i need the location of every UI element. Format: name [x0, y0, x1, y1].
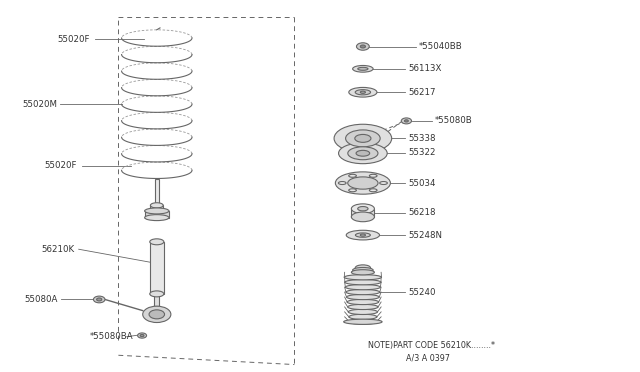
Text: 55080A: 55080A: [24, 295, 58, 304]
Text: 55020F: 55020F: [45, 161, 77, 170]
Ellipse shape: [356, 43, 369, 50]
Ellipse shape: [355, 233, 371, 237]
Bar: [150, 205, 163, 211]
Bar: [155, 179, 159, 208]
Ellipse shape: [349, 314, 377, 320]
Text: *55080B: *55080B: [435, 116, 473, 125]
Ellipse shape: [97, 298, 102, 301]
Ellipse shape: [344, 319, 382, 324]
Ellipse shape: [150, 203, 163, 208]
Text: 56210K: 56210K: [42, 245, 75, 254]
Text: 55248N: 55248N: [408, 231, 442, 240]
Ellipse shape: [348, 177, 378, 189]
Ellipse shape: [334, 124, 392, 153]
Ellipse shape: [369, 174, 377, 177]
Ellipse shape: [145, 215, 169, 221]
Ellipse shape: [140, 334, 144, 337]
Bar: [154, 294, 159, 306]
Ellipse shape: [346, 285, 380, 290]
Ellipse shape: [349, 87, 377, 97]
Text: 55322: 55322: [408, 148, 436, 157]
Text: 55020M: 55020M: [22, 100, 58, 109]
Ellipse shape: [138, 333, 147, 338]
Ellipse shape: [93, 296, 105, 303]
Ellipse shape: [351, 270, 374, 275]
Ellipse shape: [404, 120, 408, 122]
Ellipse shape: [360, 45, 365, 48]
Text: 56217: 56217: [408, 88, 436, 97]
Ellipse shape: [351, 212, 374, 222]
Ellipse shape: [345, 280, 381, 285]
Bar: [351, 209, 374, 217]
Ellipse shape: [358, 67, 368, 70]
Ellipse shape: [351, 204, 374, 214]
Bar: [150, 242, 164, 294]
Ellipse shape: [380, 182, 387, 185]
Text: 56113X: 56113X: [408, 64, 442, 73]
Ellipse shape: [344, 275, 381, 280]
Text: *55080BA: *55080BA: [90, 332, 133, 341]
Ellipse shape: [150, 291, 164, 297]
Ellipse shape: [356, 150, 370, 156]
Text: 55034: 55034: [408, 179, 436, 187]
Ellipse shape: [143, 306, 171, 323]
Ellipse shape: [348, 147, 378, 160]
Ellipse shape: [346, 230, 380, 240]
Ellipse shape: [145, 208, 169, 214]
Text: 55338: 55338: [408, 134, 436, 143]
Text: *55040BB: *55040BB: [419, 42, 463, 51]
Ellipse shape: [353, 65, 373, 72]
Ellipse shape: [358, 206, 368, 211]
Text: 55020F: 55020F: [58, 35, 90, 44]
Ellipse shape: [349, 319, 376, 324]
Ellipse shape: [349, 189, 356, 192]
Text: A/3 A 0397: A/3 A 0397: [406, 353, 451, 362]
Ellipse shape: [369, 189, 377, 192]
Ellipse shape: [348, 304, 378, 310]
Ellipse shape: [346, 130, 380, 147]
Ellipse shape: [360, 91, 365, 93]
Ellipse shape: [335, 172, 390, 194]
Ellipse shape: [348, 309, 378, 314]
Ellipse shape: [339, 182, 346, 185]
Ellipse shape: [349, 174, 356, 177]
Ellipse shape: [150, 239, 164, 245]
Ellipse shape: [353, 267, 373, 273]
Ellipse shape: [347, 295, 379, 300]
Ellipse shape: [355, 90, 371, 95]
Ellipse shape: [355, 134, 371, 142]
Text: NOTE)PART CODE 56210K........*: NOTE)PART CODE 56210K........*: [368, 341, 495, 350]
Text: 55240: 55240: [408, 288, 436, 296]
Bar: [153, 206, 161, 212]
Ellipse shape: [360, 234, 365, 236]
Ellipse shape: [346, 289, 380, 295]
Ellipse shape: [347, 299, 379, 305]
Ellipse shape: [401, 118, 412, 124]
Ellipse shape: [355, 265, 371, 271]
Ellipse shape: [339, 143, 387, 164]
Ellipse shape: [149, 310, 164, 319]
Text: 56218: 56218: [408, 208, 436, 217]
Bar: [145, 211, 169, 218]
